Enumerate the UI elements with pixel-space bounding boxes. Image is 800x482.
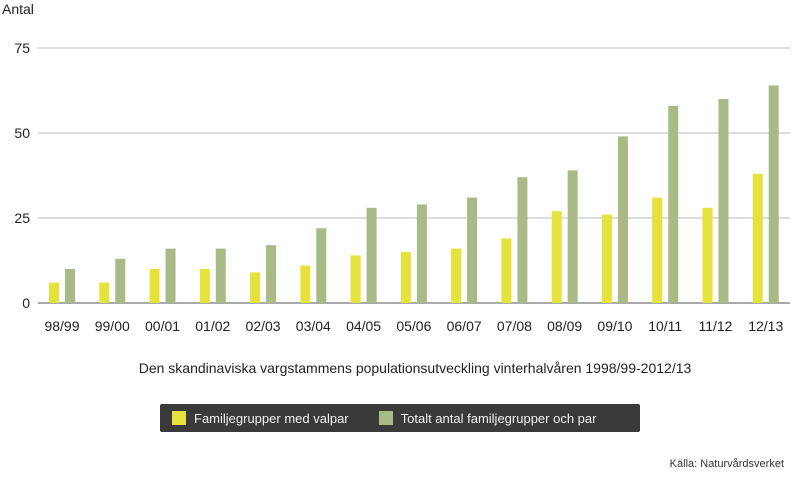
bar-totalt-00-01 (165, 248, 176, 303)
x-tick-12-13: 12/13 (748, 318, 783, 334)
bar-valpar-02-03 (250, 272, 261, 303)
x-tick-09-10: 09/10 (597, 318, 632, 334)
x-tick-98-99: 98/99 (44, 318, 79, 334)
x-tick-02-03: 02/03 (246, 318, 281, 334)
legend-swatch-valpar (172, 411, 186, 425)
bar-totalt-03-04 (316, 228, 327, 303)
grid-lines (38, 47, 790, 304)
bar-valpar-10-11 (652, 197, 663, 303)
bar-valpar-07-08 (501, 238, 512, 303)
chart-title: Den skandinaviska vargstammens populatio… (139, 360, 692, 376)
bar-totalt-06-07 (467, 197, 478, 303)
bar-totalt-12-13 (768, 85, 779, 304)
legend-item-valpar: Familjegrupper med valpar (172, 411, 349, 426)
x-tick-07-08: 07/08 (497, 318, 532, 334)
bar-totalt-09-10 (617, 136, 628, 303)
x-tick-10-11: 10/11 (648, 318, 682, 334)
bar-totalt-04-05 (366, 207, 377, 303)
legend-swatch-totalt (378, 411, 393, 425)
x-tick-03-04: 03/04 (296, 318, 331, 334)
bar-valpar-04-05 (350, 255, 361, 303)
bar-valpar-08-09 (551, 211, 562, 303)
x-tick-01-02: 01/02 (195, 318, 230, 334)
y-tick-0: 0 (22, 295, 30, 311)
y-tick-25: 25 (14, 210, 30, 226)
bar-valpar-98-99 (49, 282, 59, 303)
bar-totalt-11-12 (718, 99, 729, 303)
x-tick-11-12: 11/12 (698, 318, 732, 334)
bar-valpar-05-06 (400, 252, 411, 303)
y-tick-75: 75 (14, 40, 30, 56)
x-tick-08-09: 08/09 (547, 318, 582, 334)
x-tick-labels: 98/99 99/00 00/01 01/02 02/03 03/04 04/05 05/06… (44, 318, 783, 334)
bar-totalt-02-03 (266, 245, 277, 303)
bar-valpar-06-07 (451, 248, 462, 303)
source-note: Källa: Naturvårdsverket (669, 458, 784, 470)
legend-label-valpar: Familjegrupper med valpar (194, 410, 349, 426)
bar-valpar-03-04 (300, 265, 311, 303)
bar-totalt-99-00 (115, 258, 126, 303)
x-tick-00-01: 00/01 (145, 318, 180, 334)
bar-chart: Antal 0 25 50 75 98/99 99/00 00/01 01/02 02/03 0… (2, 1, 790, 376)
bar-totalt-10-11 (668, 105, 679, 303)
bar-valpar-12-13 (752, 173, 763, 303)
bar-valpar-11-12 (702, 207, 713, 303)
legend: Familjegrupper med valpar Totalt antal f… (160, 404, 640, 432)
y-axis-label: Antal (2, 1, 34, 17)
x-tick-99-00: 99/00 (95, 318, 130, 334)
bar-valpar-01-02 (199, 269, 210, 303)
legend-label-totalt: Totalt antal familjegrupper och par (400, 410, 597, 426)
y-tick-50: 50 (14, 125, 30, 141)
x-tick-04-05: 04/05 (346, 318, 381, 334)
legend-item-totalt: Totalt antal familjegrupper och par (378, 410, 597, 426)
y-tick-labels: 0 25 50 75 (14, 40, 30, 311)
bar-valpar-09-10 (601, 214, 612, 303)
bar-totalt-07-08 (517, 177, 528, 303)
x-tick-06-07: 06/07 (447, 318, 482, 334)
bar-valpar-00-01 (149, 269, 160, 303)
bar-valpar-99-00 (99, 282, 110, 303)
bar-totalt-98-99 (65, 269, 75, 303)
x-tick-05-06: 05/06 (396, 318, 431, 334)
bar-totalt-08-09 (567, 170, 578, 303)
bar-totalt-01-02 (215, 248, 226, 303)
bars (49, 85, 779, 304)
bar-totalt-05-06 (416, 204, 427, 303)
